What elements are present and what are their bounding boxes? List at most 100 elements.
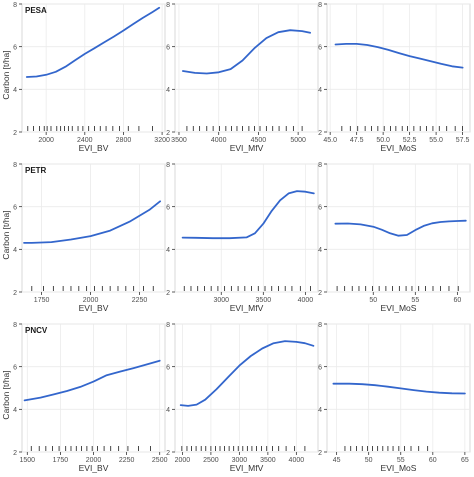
x-tick-label: 47.5 [350,137,364,144]
y-tick-label: 2 [166,130,170,137]
panel-9: 2 4 6 8 45 50 55 60 65 EVI_MoS [318,322,471,473]
x-tick-label: 4000 [211,137,227,144]
x-tick-label: 57.5 [456,137,470,144]
panel-border [326,163,471,293]
y-tick-label: 8 [13,322,17,329]
y-tick-label: 4 [166,247,170,254]
series-line [23,200,161,244]
panel-2: 2 4 6 8 3500 4000 4500 5000 EVI_MfV [166,2,319,153]
y-tick-label: 6 [13,364,17,371]
y-tick-label: 4 [13,247,17,254]
panel-5: 2 4 6 8 3000 3500 4000 EVI_MfV [166,162,319,313]
series-line [334,43,464,69]
y-tick-label: 4 [13,407,17,414]
x-tick-label: 2000 [175,457,191,464]
panel-border [174,3,319,133]
x-tick-label: 55.0 [429,137,443,144]
y-tick-label: 6 [13,204,17,211]
x-tick-label: 3500 [256,297,272,304]
y-tick-label: 2 [13,290,17,297]
x-axis-label: EVI_BV [79,143,109,153]
panel-border [21,3,166,133]
y-axis-label-row-2: Carbon [t/ha] [1,210,11,259]
y-tick-label: 6 [318,204,322,211]
y-tick-label: 8 [13,162,17,169]
x-tick-label: 3500 [171,137,187,144]
y-tick-label: 6 [13,44,17,51]
x-tick-label: 45.0 [323,137,337,144]
x-tick-label: 2400 [77,137,93,144]
panel-border [21,163,166,293]
y-tick-label: 2 [166,290,170,297]
panel-label: PETR [25,166,47,175]
y-tick-label: 4 [318,407,322,414]
x-axis-label: EVI_MfV [230,463,264,473]
x-tick-label: 3200 [154,137,170,144]
x-axis-label: EVI_BV [79,463,109,473]
x-tick-label: 2800 [116,137,132,144]
series-line [334,219,467,237]
x-tick-label: 3000 [232,457,248,464]
x-tick-label: 45 [333,457,341,464]
x-axis-label: EVI_BV [79,303,109,313]
x-tick-label: 5000 [290,137,306,144]
x-tick-label: 2250 [119,457,135,464]
y-axis-label-row-3: Carbon [t/ha] [1,370,11,419]
x-tick-label: 65 [461,457,469,464]
x-tick-label: 1750 [34,297,50,304]
x-tick-label: 4000 [289,457,305,464]
y-tick-label: 6 [166,204,170,211]
y-tick-label: 4 [318,247,322,254]
y-tick-label: 4 [318,87,322,94]
panel-7: 2 4 6 8 1500 1750 2000 2250 2500 PNCV EVI_BV [13,322,168,473]
x-tick-label: 55 [397,457,405,464]
x-axis-label: EVI_MoS [381,143,417,153]
x-axis-label: EVI_MfV [230,143,264,153]
panel-4: 2 4 6 8 1750 2000 2250 PETR EVI_BV [13,162,166,313]
panel-8: 2 4 6 8 2000 2500 3000 3500 4000 EVI_MfV [166,322,319,473]
x-tick-label: 4500 [251,137,267,144]
panels: 2 4 6 8 2000 2400 2800 3200 PESA EVI_BV 2 4 6 8 3500 40… [13,2,471,473]
x-axis-label: EVI_MoS [381,303,417,313]
y-tick-label: 6 [166,44,170,51]
panel-border [174,163,319,293]
y-tick-label: 8 [318,162,322,169]
series-line [182,29,311,75]
panel-border [326,3,471,133]
y-tick-label: 8 [318,2,322,9]
series-line [23,359,161,402]
y-tick-label: 2 [13,130,17,137]
x-tick-label: 60 [453,297,461,304]
x-axis-label: EVI_MoS [381,463,417,473]
y-tick-label: 8 [166,2,170,9]
series-line [179,340,315,407]
y-axis-label-row-1: Carbon [t/ha] [1,50,11,99]
y-tick-label: 2 [318,130,322,137]
x-tick-label: 3500 [260,457,276,464]
x-tick-label: 2500 [152,457,168,464]
x-tick-label: 55 [411,297,419,304]
x-tick-label: 60 [429,457,437,464]
x-tick-label: 50 [369,297,377,304]
x-tick-label: 2500 [203,457,219,464]
y-tick-label: 4 [13,87,17,94]
x-tick-label: 2000 [86,457,102,464]
x-tick-label: 2250 [132,297,148,304]
panel-label: PESA [25,6,47,15]
x-tick-label: 3000 [213,297,229,304]
y-tick-label: 6 [318,364,322,371]
series-line [332,382,466,395]
y-tick-label: 6 [166,364,170,371]
panel-6: 2 4 6 8 50 55 60 EVI_MoS [318,162,471,313]
x-tick-label: 52.5 [403,137,417,144]
x-tick-label: 1750 [53,457,69,464]
panel-1: 2 4 6 8 2000 2400 2800 3200 PESA EVI_BV [13,2,170,153]
y-tick-label: 8 [166,322,170,329]
y-tick-label: 2 [318,290,322,297]
x-tick-label: 1500 [20,457,36,464]
y-tick-label: 8 [13,2,17,9]
y-tick-label: 2 [13,450,17,457]
y-tick-label: 8 [166,162,170,169]
y-tick-label: 2 [166,450,170,457]
